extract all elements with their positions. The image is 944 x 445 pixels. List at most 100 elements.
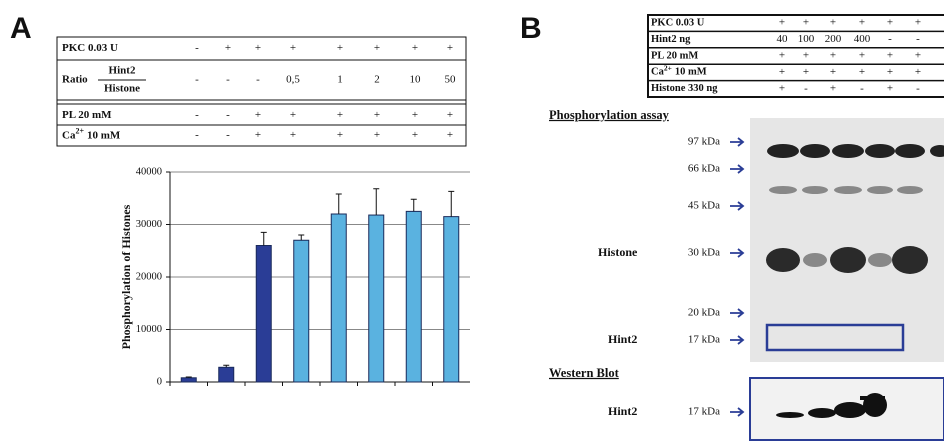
western-label: Hint2 <box>608 404 637 418</box>
panel-letter: B <box>520 12 542 45</box>
table-cell: + <box>412 129 418 141</box>
bar <box>256 246 271 383</box>
table-cell: - <box>888 33 892 45</box>
ratio-numerator: Hint2 <box>109 65 136 77</box>
row-label: Ca2+10 mM <box>62 126 121 141</box>
table-cell: + <box>779 66 785 78</box>
label-sup: 2+ <box>664 63 672 72</box>
marker-label: 17 kDa <box>688 334 720 346</box>
row-label: PL 20 mM <box>651 50 698 61</box>
label-sup: 2+ <box>75 126 84 135</box>
table-cell: - <box>226 129 230 141</box>
table-cell: + <box>290 129 296 141</box>
y-tick-label: 0 <box>157 376 162 387</box>
table-cell: + <box>290 42 296 54</box>
table-cell: + <box>887 82 893 94</box>
table-cell: - <box>195 129 199 141</box>
table-cell: + <box>374 129 380 141</box>
bar <box>369 215 384 382</box>
y-axis-label: Phosphorylation of Histones <box>119 204 133 349</box>
western-title: Western Blot <box>549 366 620 380</box>
table-cell: + <box>290 109 296 121</box>
table-cell: - <box>916 33 920 45</box>
ratio-denominator: Histone <box>104 83 140 95</box>
table-cell: + <box>779 17 785 29</box>
table-cell: + <box>859 50 865 62</box>
table-cell: + <box>225 42 231 54</box>
bar <box>406 211 421 382</box>
table-cell: + <box>830 17 836 29</box>
y-tick-label: 40000 <box>136 166 162 177</box>
table-cell: + <box>803 66 809 78</box>
row-label: Histone 330 ng <box>651 83 718 94</box>
row-label: Hint2 ng <box>651 34 691 45</box>
table-cell: + <box>915 66 921 78</box>
table-cell: + <box>447 42 453 54</box>
error-bar <box>411 199 417 211</box>
table-cell: - <box>804 82 808 94</box>
table-cell: 10 <box>410 74 422 86</box>
table-cell: + <box>337 109 343 121</box>
table-cell: + <box>830 82 836 94</box>
table-cell: - <box>226 109 230 121</box>
table-cell: + <box>412 42 418 54</box>
table-cell: + <box>859 17 865 29</box>
row-label: PKC 0.03 U <box>651 18 705 29</box>
figure: A B Phosphorylation assay Histone Hint2 … <box>0 0 944 445</box>
table-cell: - <box>226 74 230 86</box>
table-cell: - <box>860 82 864 94</box>
bar <box>219 367 234 382</box>
table-cell: + <box>887 66 893 78</box>
table-cell: + <box>803 50 809 62</box>
table-cell: + <box>255 42 261 54</box>
bar <box>181 378 196 382</box>
table-cell: + <box>887 17 893 29</box>
table-cell: 2 <box>374 74 380 86</box>
bar <box>444 217 459 382</box>
hint2-label: Hint2 <box>608 332 637 346</box>
table-cell: - <box>195 74 199 86</box>
table-cell: + <box>447 109 453 121</box>
histone-label: Histone <box>598 245 638 259</box>
table-cell: - <box>195 109 199 121</box>
table-cell: - <box>195 42 199 54</box>
western-marker: 17 kDa <box>688 406 720 418</box>
table-cell: - <box>256 74 260 86</box>
label-main: Ca <box>651 67 665 78</box>
table-cell: + <box>779 50 785 62</box>
table-cell: 50 <box>445 74 457 86</box>
table-cell: + <box>830 66 836 78</box>
table-cell: 1 <box>337 74 343 86</box>
error-bar <box>448 191 454 216</box>
y-tick-label: 10000 <box>136 324 162 335</box>
table-cell: 0,5 <box>286 74 300 86</box>
error-bar <box>373 189 379 215</box>
assay-title: Phosphorylation assay <box>549 108 670 122</box>
blot-image <box>750 118 944 440</box>
y-tick-label: 30000 <box>136 219 162 230</box>
error-bar <box>261 232 267 245</box>
table-cell: 200 <box>825 33 842 45</box>
table-cell: + <box>915 17 921 29</box>
table-cell: + <box>412 109 418 121</box>
table-cell: + <box>803 17 809 29</box>
table-cell: + <box>447 129 453 141</box>
table-cell: 40 <box>777 33 789 45</box>
y-tick-label: 20000 <box>136 271 162 282</box>
table-cell: - <box>916 82 920 94</box>
table-cell: + <box>255 129 261 141</box>
label-main: Ca <box>62 129 76 141</box>
table-cell: + <box>374 42 380 54</box>
marker-label: 66 kDa <box>688 163 720 175</box>
bar <box>294 240 309 382</box>
error-bar <box>336 194 342 214</box>
label-tail: 10 mM <box>87 129 121 141</box>
row-label: Ca2+10 mM <box>651 63 707 78</box>
table-cell: 400 <box>854 33 871 45</box>
table-cell: + <box>830 50 836 62</box>
table-cell: + <box>779 82 785 94</box>
error-bar <box>298 235 304 240</box>
table-cell: + <box>337 42 343 54</box>
row-label: Ratio <box>62 74 88 86</box>
table-cell: + <box>887 50 893 62</box>
